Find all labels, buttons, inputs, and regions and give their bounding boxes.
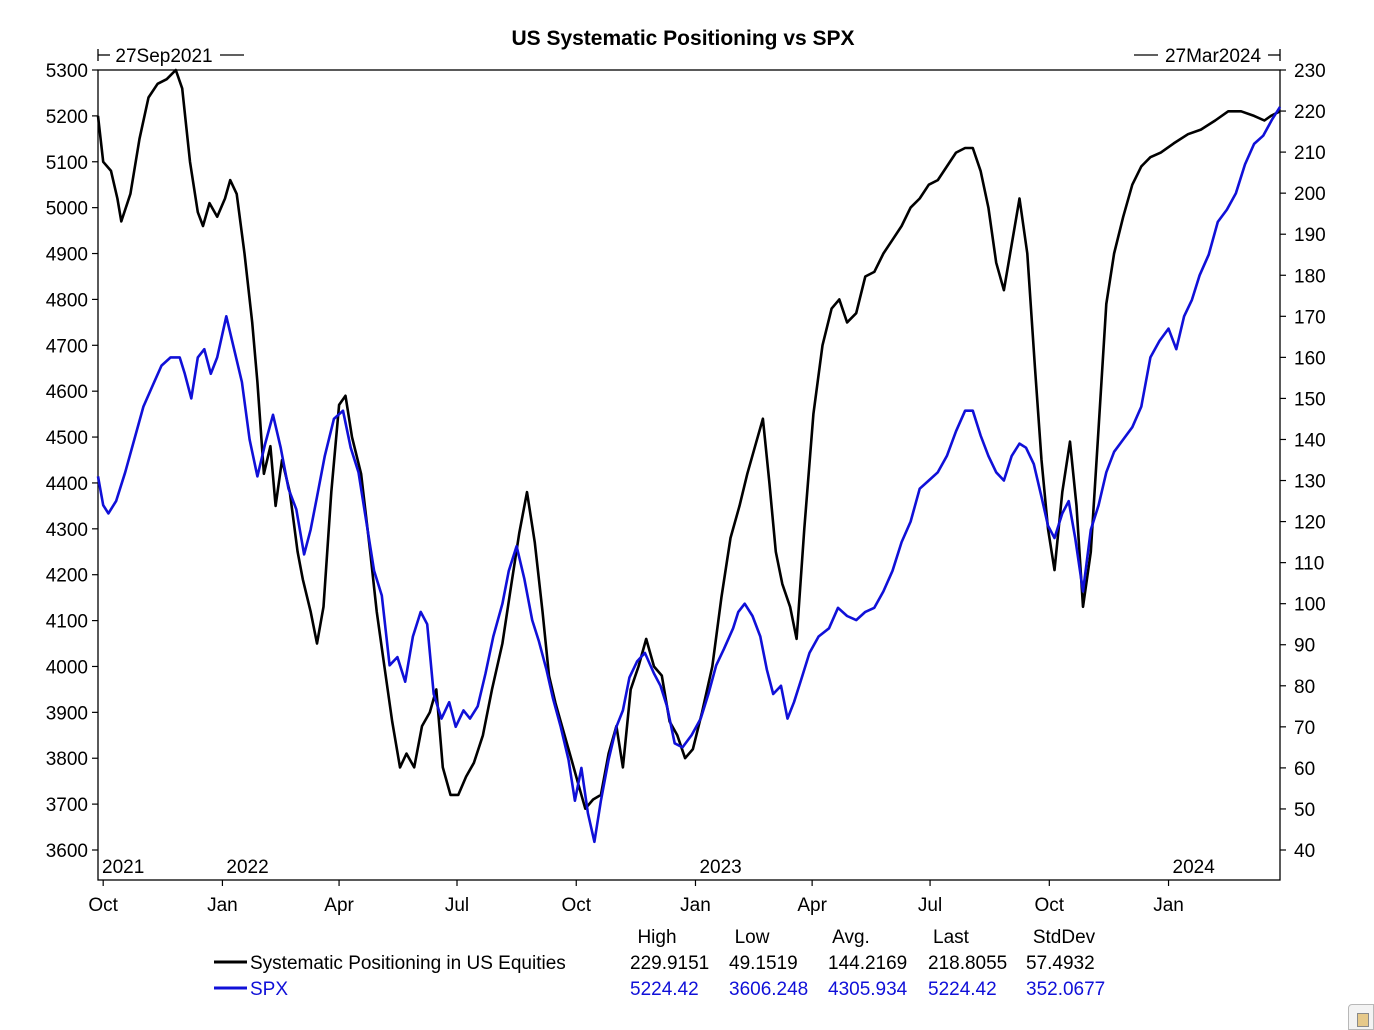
y-right-tick-label: 180 (1294, 266, 1326, 287)
x-tick-label: Apr (797, 895, 827, 916)
year-label: 2024 (1173, 857, 1216, 878)
y-left-tick-label: 4400 (46, 474, 88, 495)
y-right-tick-label: 150 (1294, 389, 1326, 410)
stat-header-high: High (637, 927, 676, 948)
y-right-tick-label: 90 (1294, 636, 1315, 657)
y-left-tick-label: 3800 (46, 749, 88, 770)
y-left-tick-label: 3900 (46, 703, 88, 724)
y-left-tick-label: 4900 (46, 245, 88, 266)
stat-low-spx: 3606.248 (729, 979, 808, 1000)
stat-stddev-positioning: 57.4932 (1026, 953, 1095, 974)
y-right-tick-label: 210 (1294, 143, 1326, 164)
stat-low-positioning: 49.1519 (729, 953, 798, 974)
y-left-tick-label: 4700 (46, 336, 88, 357)
y-left-tick-label: 4200 (46, 566, 88, 587)
x-tick-label: Oct (1035, 895, 1065, 916)
legend-row-positioning: Systematic Positioning in US Equities 22… (214, 953, 1095, 974)
y-right-tick-label: 60 (1294, 759, 1315, 780)
stat-last-positioning: 218.8055 (928, 953, 1007, 974)
x-tick-label: Jan (680, 895, 711, 916)
year-label: 2023 (699, 857, 741, 878)
stat-stddev-spx: 352.0677 (1026, 979, 1105, 1000)
clipboard-icon[interactable] (1348, 1004, 1374, 1030)
x-tick-label: Jul (445, 895, 469, 916)
x-tick-label: Jan (207, 895, 238, 916)
stat-avg-spx: 4305.934 (828, 979, 908, 1000)
x-tick-label: Apr (324, 895, 354, 916)
stats-table: High Low Avg. Last StdDev Systematic Pos… (214, 927, 1105, 1000)
stat-header-avg: Avg. (832, 927, 870, 948)
stat-high-positioning: 229.9151 (630, 953, 709, 974)
stat-header-low: Low (735, 927, 770, 948)
x-tick-label: Jul (918, 895, 942, 916)
y-right-tick-label: 160 (1294, 348, 1326, 369)
x-axis: Oct Jan Apr Jul Oct Jan Apr Jul Oct Jan (88, 880, 1184, 916)
y-right-tick-label: 40 (1294, 841, 1315, 862)
y-right-tick-label: 120 (1294, 513, 1326, 534)
stat-header-stddev: StdDev (1033, 927, 1096, 948)
y-left-tick-label: 4100 (46, 612, 88, 633)
stat-last-spx: 5224.42 (928, 979, 997, 1000)
y-right-tick-label: 50 (1294, 800, 1315, 821)
stat-header-last: Last (933, 927, 970, 948)
y-left-tick-label: 3600 (46, 841, 88, 862)
start-date-label: 27Sep2021 (115, 46, 212, 67)
x-tick-label: Oct (561, 895, 591, 916)
legend-row-spx: SPX 5224.42 3606.248 4305.934 5224.42 35… (214, 979, 1105, 1000)
y-left-tick-label: 4800 (46, 290, 88, 311)
end-date-label: 27Mar2024 (1165, 46, 1262, 67)
y-left-tick-label: 5000 (46, 199, 88, 220)
y-left-tick-label: 4000 (46, 657, 88, 678)
legend-label-positioning: Systematic Positioning in US Equities (250, 953, 566, 974)
y-left-tick-label: 5100 (46, 153, 88, 174)
end-marker: 27Mar2024 (1134, 46, 1281, 67)
y-axis-right: 40 50 60 70 80 90 100 110 120 130 140 150 160 170 180 1… (1280, 61, 1326, 862)
legend-label-spx: SPX (250, 979, 288, 1000)
series-line-spx (96, 106, 1282, 844)
y-left-tick-label: 4300 (46, 520, 88, 541)
year-labels: 2021 2022 2023 2024 (102, 857, 1215, 878)
year-label: 2022 (226, 857, 268, 878)
start-marker: 27Sep2021 (97, 46, 244, 67)
y-right-tick-label: 130 (1294, 472, 1326, 493)
stat-high-spx: 5224.42 (630, 979, 699, 1000)
y-right-tick-label: 220 (1294, 102, 1326, 123)
y-right-tick-label: 100 (1294, 595, 1326, 616)
y-right-tick-label: 190 (1294, 225, 1326, 246)
y-left-tick-label: 5200 (46, 107, 88, 128)
plot-area (97, 69, 1281, 881)
x-tick-label: Oct (88, 895, 118, 916)
series-lines (96, 68, 1282, 844)
y-right-tick-label: 230 (1294, 61, 1326, 82)
y-right-tick-label: 140 (1294, 430, 1326, 451)
y-left-tick-label: 4600 (46, 382, 88, 403)
y-right-tick-label: 70 (1294, 718, 1315, 739)
year-label: 2021 (102, 857, 144, 878)
x-tick-label: Jan (1153, 895, 1184, 916)
y-right-tick-label: 200 (1294, 184, 1326, 205)
chart-title: US Systematic Positioning vs SPX (511, 27, 854, 50)
y-right-tick-label: 80 (1294, 677, 1315, 698)
stat-avg-positioning: 144.2169 (828, 953, 907, 974)
y-left-tick-label: 5300 (46, 61, 88, 82)
y-axis-left: 3600 3700 3800 3900 4000 4100 4200 4300 4400 4500… (46, 61, 98, 862)
y-right-tick-label: 110 (1294, 554, 1324, 575)
y-left-tick-label: 3700 (46, 795, 88, 816)
y-left-tick-label: 4500 (46, 428, 88, 449)
series-line-positioning (96, 68, 1281, 811)
y-right-tick-label: 170 (1294, 307, 1326, 328)
